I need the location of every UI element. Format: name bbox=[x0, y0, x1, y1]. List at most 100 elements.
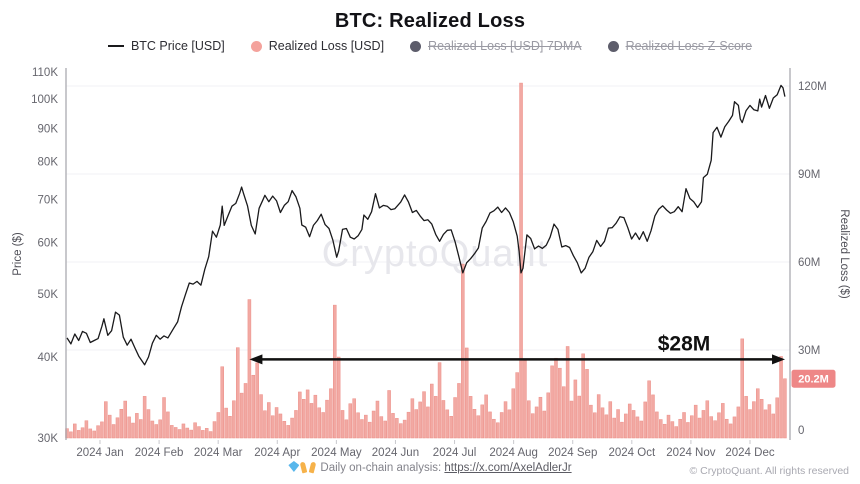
legend-item-2[interactable]: Realized Loss [USD] 7DMA bbox=[410, 39, 582, 53]
last-value-badge bbox=[791, 369, 836, 388]
x-tick-label: 2024 Jul bbox=[433, 447, 476, 459]
loss-bar bbox=[278, 413, 283, 439]
loss-bar bbox=[690, 415, 694, 439]
loss-bar bbox=[177, 429, 182, 439]
left-tick-label: 90K bbox=[38, 124, 59, 136]
loss-bar bbox=[348, 403, 353, 439]
left-tick-label: 110K bbox=[32, 67, 58, 79]
loss-bar bbox=[740, 338, 744, 439]
loss-bar bbox=[344, 419, 349, 439]
loss-bar bbox=[236, 347, 240, 439]
loss-bar bbox=[123, 400, 127, 439]
loss-bar bbox=[383, 420, 387, 439]
loss-bar bbox=[301, 399, 306, 439]
legend-label: Realized Loss [USD] 7DMA bbox=[428, 39, 582, 53]
right-tick-label: 30M bbox=[798, 345, 820, 357]
author-link[interactable]: https://x.com/AxelAdlerJr bbox=[444, 462, 572, 474]
loss-bar bbox=[398, 423, 403, 439]
legend-item-3[interactable]: Realized Loss Z-Score bbox=[607, 39, 752, 53]
loss-bar bbox=[115, 417, 120, 439]
loss-bar bbox=[639, 420, 644, 439]
loss-bar bbox=[538, 396, 543, 439]
loss-bar bbox=[111, 424, 116, 439]
loss-bar bbox=[325, 399, 329, 439]
loss-bar bbox=[589, 404, 593, 439]
legend-item-1[interactable]: Realized Loss [USD] bbox=[250, 39, 384, 53]
loss-bar bbox=[422, 391, 426, 439]
loss-bar bbox=[146, 409, 151, 439]
loss-bar bbox=[391, 413, 395, 439]
loss-bar bbox=[255, 362, 259, 439]
loss-bar bbox=[530, 413, 535, 439]
loss-bar bbox=[197, 426, 201, 439]
loss-bar bbox=[565, 346, 570, 439]
loss-bar bbox=[138, 419, 143, 439]
right-tick-label: 120M bbox=[798, 81, 827, 93]
loss-bar bbox=[724, 418, 729, 439]
loss-bar bbox=[496, 422, 500, 439]
loss-bar bbox=[251, 374, 256, 439]
loss-bar bbox=[88, 428, 93, 439]
loss-bar bbox=[569, 400, 574, 439]
legend-label: BTC Price [USD] bbox=[130, 39, 225, 53]
arrowhead-left bbox=[249, 354, 263, 365]
legend-dot-swatch bbox=[607, 40, 619, 52]
loss-bar bbox=[437, 362, 442, 439]
loss-bar bbox=[763, 409, 768, 439]
loss-bar bbox=[550, 365, 554, 439]
gem-icon bbox=[288, 461, 300, 472]
loss-bar bbox=[298, 391, 302, 439]
loss-bar bbox=[705, 400, 710, 439]
loss-bar bbox=[127, 416, 131, 439]
right-tick-label: 60M bbox=[798, 257, 820, 269]
annotation-label: $28M bbox=[658, 332, 711, 355]
watermark: CryptoQuant bbox=[322, 233, 548, 275]
loss-bar bbox=[406, 411, 411, 439]
loss-bar bbox=[445, 409, 450, 439]
loss-bar bbox=[193, 422, 197, 439]
loss-bar bbox=[585, 369, 589, 439]
loss-bar bbox=[170, 425, 174, 439]
left-axis-title: Price ($) bbox=[12, 232, 24, 276]
copyright-text: © CryptoQuant. All rights reserved bbox=[689, 465, 849, 477]
x-tick-label: 2024 May bbox=[311, 447, 362, 459]
loss-bar bbox=[476, 415, 481, 439]
left-tick-label: 80K bbox=[38, 157, 59, 169]
loss-bar bbox=[189, 429, 193, 439]
loss-bar bbox=[709, 416, 713, 439]
loss-bar bbox=[441, 400, 446, 439]
loss-bar bbox=[76, 430, 81, 439]
loss-bar bbox=[635, 416, 640, 439]
loss-bar bbox=[756, 388, 760, 439]
loss-bar bbox=[305, 389, 310, 439]
loss-bar bbox=[488, 411, 492, 439]
loss-bar bbox=[333, 304, 337, 439]
loss-bar bbox=[100, 421, 104, 439]
loss-bar bbox=[651, 394, 655, 439]
loss-bar bbox=[263, 410, 267, 439]
loss-bar bbox=[752, 401, 756, 439]
loss-bar bbox=[313, 394, 318, 439]
loss-bar bbox=[294, 410, 298, 439]
loss-bar bbox=[759, 399, 764, 439]
loss-bar bbox=[375, 400, 380, 439]
left-tick-label: 50K bbox=[38, 289, 59, 301]
loss-bar bbox=[119, 409, 124, 439]
loss-bar bbox=[69, 431, 73, 439]
loss-bar bbox=[356, 412, 360, 439]
loss-bar bbox=[352, 398, 356, 439]
loss-bar bbox=[317, 407, 322, 439]
loss-bar bbox=[162, 397, 166, 439]
x-tick-label: 2024 Nov bbox=[666, 447, 715, 459]
x-tick-label: 2024 Jan bbox=[76, 447, 123, 459]
loss-bar bbox=[379, 416, 384, 439]
legend-item-0[interactable]: BTC Price [USD] bbox=[107, 39, 225, 53]
right-tick-label: 0 bbox=[798, 425, 804, 437]
loss-bar bbox=[402, 419, 407, 439]
loss-bar bbox=[577, 395, 582, 439]
last-value-badge-label: 20.2M bbox=[798, 374, 829, 386]
loss-bar bbox=[154, 424, 159, 439]
loss-bar bbox=[228, 416, 232, 439]
